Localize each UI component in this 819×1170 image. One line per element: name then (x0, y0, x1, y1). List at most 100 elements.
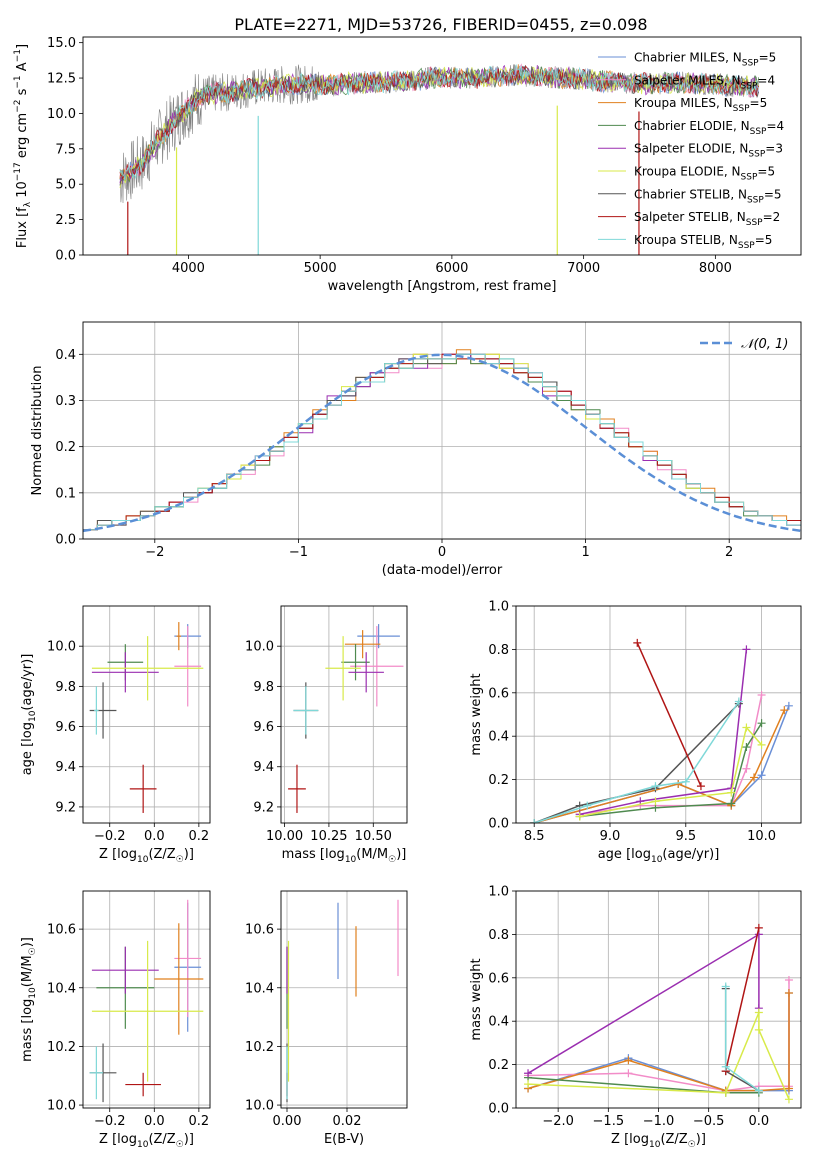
histogram-step (83, 353, 801, 539)
label-part: erg cm (15, 113, 30, 162)
label-part: SSP (750, 127, 767, 137)
series-line (724, 927, 760, 1072)
x-tick-label: 0.0 (144, 829, 165, 844)
plot-area (524, 923, 793, 1104)
data-point-marker (780, 706, 789, 715)
data-point-marker (742, 723, 751, 732)
label-part: 10 (345, 855, 357, 865)
series-line (527, 993, 790, 1092)
data-point-marker (721, 1062, 730, 1071)
label-part: ☉ (176, 1140, 184, 1150)
legend-label: 𝒩(0, 1) (741, 337, 788, 352)
label-part: Salpeter MILES, N (634, 73, 741, 87)
y-tick-label: 10.6 (245, 923, 274, 938)
data-point-marker (754, 923, 763, 932)
x-tick-label: 0 (438, 545, 446, 560)
y-tick-label: 9.8 (253, 680, 274, 695)
legend-label: Chabrier STELIB, NSSP​=5 (634, 187, 782, 205)
series-line (724, 988, 760, 1092)
model-line (119, 64, 759, 180)
y-tick-label: 0.6 (488, 971, 509, 986)
x-tick-label: 0.0 (144, 1114, 165, 1129)
label-part: =5 (755, 233, 773, 247)
axes-age-vs-Z: −0.2 0.0 0.2 9.2 9.4 9.6 9.8 10.0 Z [log10​(Z/Z☉… (20, 605, 211, 865)
data-point-marker (742, 645, 751, 654)
x-axis-label: age [log10​(age/yr)] (598, 847, 720, 865)
axes-frame (280, 605, 408, 824)
data-point-marker (727, 788, 736, 797)
label-part: =4 (757, 73, 775, 87)
plot-area (119, 63, 759, 255)
x-tick-label: 8000 (699, 261, 732, 276)
y-tick-label: 1.0 (488, 600, 509, 615)
x-tick-label: 0.00 (273, 1114, 302, 1129)
label-part: SSP (738, 241, 755, 251)
label-part: s (15, 88, 30, 99)
series-line (579, 649, 748, 816)
label-part: (M/M (20, 955, 35, 987)
x-tick-label: 10.50 (355, 829, 392, 844)
label-part: =5 (750, 96, 768, 110)
y-tick-label: 0.0 (55, 533, 76, 548)
x-tick-label: 10.25 (310, 829, 347, 844)
y-tick-label: 10.0 (47, 1099, 76, 1114)
x-tick-label: 10.00 (266, 829, 303, 844)
label-part: log (20, 722, 35, 742)
gaussian-curve (83, 353, 801, 533)
y-tick-label: 0.4 (55, 348, 76, 363)
y-tick-label: 7.5 (55, 142, 76, 157)
legend-label: Kroupa MILES, NSSP​=5 (634, 96, 767, 114)
x-tick-label: 9.0 (600, 829, 621, 844)
label-part: 10 (137, 855, 149, 865)
y-tick-label: 0.1 (55, 486, 76, 501)
data-point-marker (721, 982, 730, 991)
y-tick-label: 9.4 (55, 760, 76, 775)
label-part: Flux [f (15, 207, 30, 248)
x-axis-label: E(B-V) (324, 1132, 364, 1147)
label-part: ] (15, 44, 30, 49)
axes-massweight-vs-age: 8.5 9.0 9.5 10.0 0.0 0.2 0.4 0.6 0.8 1.0 age [log1… (469, 600, 802, 865)
label-part: −17 (13, 162, 23, 181)
y-tick-label: 5.0 (55, 178, 76, 193)
y-tick-label: 10.4 (245, 981, 274, 996)
data-point-marker (575, 812, 584, 821)
label-part: (M/M (356, 847, 388, 862)
y-tick-label: 0.0 (55, 249, 76, 264)
axes-age-vs-mass: 10.00 10.25 10.50 9.2 9.4 9.6 9.8 10.0 mass [log… (245, 605, 408, 865)
label-part: Z [ (611, 1132, 629, 1147)
axes-frame (515, 890, 802, 1109)
y-tick-label: 0.8 (488, 928, 509, 943)
label-part: Kroupa MILES, N (634, 96, 733, 110)
label-part: SSP (741, 81, 758, 91)
y-tick-label: 0.0 (488, 817, 509, 832)
label-part: )] (396, 847, 406, 862)
label-part: 10 (649, 1140, 661, 1150)
axes-mass-vs-Z: −0.2 0.0 0.2 10.0 10.2 10.4 10.6 Z [log10​(Z/Z☉… (20, 890, 211, 1150)
x-axis-label: (data-model)/error (382, 563, 503, 578)
x-tick-label: 1 (581, 545, 589, 560)
data-point-marker (530, 819, 539, 823)
model-line (119, 65, 759, 181)
y-tick-label: 10.2 (47, 1040, 76, 1055)
y-tick-label: 2.5 (55, 213, 76, 228)
label-part: Normed distribution (30, 366, 45, 496)
label-part: Kroupa STELIB, N (634, 233, 738, 247)
y-axis-label: mass weight (469, 958, 484, 1040)
axes-frame (82, 36, 802, 256)
y-tick-label: 0.4 (488, 1015, 509, 1030)
label-part: =5 (759, 51, 777, 65)
y-tick-label: 0.2 (488, 773, 509, 788)
plot-area (83, 349, 801, 539)
x-tick-label: 5000 (304, 261, 337, 276)
y-axis-label: age [log10​(age/yr)] (20, 654, 38, 776)
figure-title: PLATE=2271, MJD=53726, FIBERID=0455, z=0… (234, 15, 647, 34)
label-part: A (15, 62, 30, 75)
label-part: 10 (28, 987, 38, 999)
data-point-marker (742, 743, 751, 752)
y-tick-label: 0.4 (488, 730, 509, 745)
data-point-marker (757, 740, 766, 749)
label-part: E(B-V) (324, 1132, 364, 1147)
x-axis-label: Z [log10​(Z/Z☉​)] (99, 1132, 194, 1150)
y-tick-label: 0.2 (55, 440, 76, 455)
legend-label: Chabrier MILES, NSSP​=5 (634, 51, 776, 69)
